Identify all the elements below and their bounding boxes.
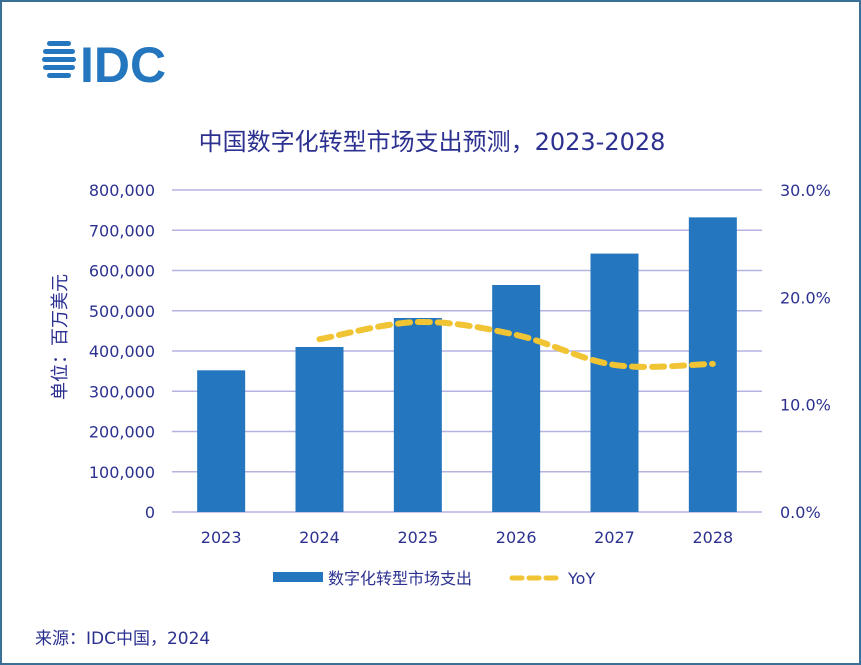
- y-tick-label: 700,000: [89, 221, 155, 240]
- source-note: 来源：IDC中国，2024: [35, 629, 211, 649]
- y-tick-label: 200,000: [89, 423, 155, 442]
- y-tick-label: 300,000: [89, 382, 155, 401]
- x-tick-label: 2024: [299, 528, 340, 547]
- y-tick-label: 100,000: [89, 463, 155, 482]
- logo-globe-stripe: [43, 49, 75, 54]
- logo-globe-stripe: [42, 57, 76, 62]
- chart-title: 中国数字化转型市场支出预测，2023-2028: [199, 128, 666, 156]
- y2-tick-label: 30.0%: [780, 181, 831, 200]
- x-tick-label: 2025: [397, 528, 438, 547]
- y-tick-label: 600,000: [89, 262, 155, 281]
- y2-tick-label: 0.0%: [780, 503, 821, 522]
- y-tick-label: 400,000: [89, 342, 155, 361]
- legend-label-bar: 数字化转型市场支出: [328, 569, 472, 588]
- logo-globe-stripe: [47, 73, 71, 78]
- legend-swatch-bar: [273, 572, 323, 582]
- logo-globe-stripe: [47, 41, 71, 46]
- logo-text: IDC: [80, 37, 166, 93]
- bar-2026: [492, 284, 541, 512]
- bar-2023: [197, 370, 246, 512]
- legend-label-line: YoY: [567, 569, 595, 588]
- x-tick-label: 2026: [496, 528, 537, 547]
- x-tick-label: 2023: [201, 528, 242, 547]
- y2-tick-label: 10.0%: [780, 396, 831, 415]
- logo-globe-stripe: [43, 65, 75, 70]
- x-tick-label: 2028: [692, 528, 733, 547]
- x-tick-label: 2027: [594, 528, 635, 547]
- bar-2025: [393, 317, 442, 512]
- y-tick-label: 500,000: [89, 302, 155, 321]
- y-tick-label: 0: [145, 503, 155, 522]
- bar-2024: [295, 346, 344, 512]
- y-tick-label: 800,000: [89, 181, 155, 200]
- y2-tick-label: 20.0%: [780, 288, 831, 307]
- y-axis-label: 单位：百万美元: [50, 274, 71, 400]
- bar-2027: [590, 253, 639, 512]
